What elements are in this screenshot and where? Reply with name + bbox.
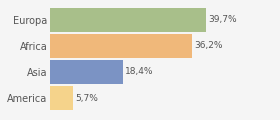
Bar xyxy=(50,8,206,32)
Text: 36,2%: 36,2% xyxy=(195,41,223,50)
Text: 5,7%: 5,7% xyxy=(75,93,98,102)
Bar xyxy=(50,86,73,110)
Text: 18,4%: 18,4% xyxy=(125,67,153,76)
Bar xyxy=(50,34,192,58)
Text: 39,7%: 39,7% xyxy=(208,15,237,24)
Bar xyxy=(50,60,123,84)
